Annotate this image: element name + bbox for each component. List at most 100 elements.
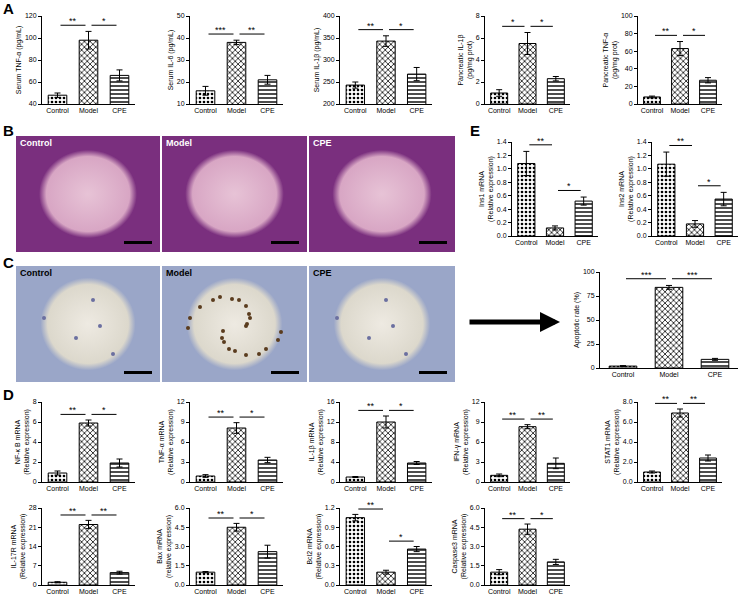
svg-text:80: 80 <box>625 30 633 37</box>
svg-text:Model: Model <box>227 107 247 114</box>
svg-text:CPE: CPE <box>260 107 275 114</box>
svg-text:Control: Control <box>344 107 367 114</box>
svg-text:0.8: 0.8 <box>637 179 647 186</box>
svg-text:40: 40 <box>177 34 185 41</box>
svg-text:Control: Control <box>488 485 511 492</box>
svg-text:1.4: 1.4 <box>497 138 507 145</box>
svg-text:8: 8 <box>33 398 37 405</box>
svg-text:0.3: 0.3 <box>325 562 335 569</box>
svg-text:6: 6 <box>33 418 37 425</box>
svg-text:*: * <box>102 405 106 415</box>
svg-text:8: 8 <box>331 438 335 445</box>
svg-text:**: ** <box>367 401 375 411</box>
svg-text:CPE: CPE <box>549 107 564 114</box>
svg-text:*: * <box>707 177 711 187</box>
svg-text:4.5: 4.5 <box>470 524 480 531</box>
svg-text:Control: Control <box>344 485 367 492</box>
svg-text:CPE: CPE <box>701 485 716 492</box>
svg-text:14: 14 <box>29 543 37 550</box>
svg-text:Model: Model <box>376 485 396 492</box>
svg-text:**: ** <box>367 21 375 31</box>
svg-text:**: ** <box>248 25 256 35</box>
svg-text:CPE: CPE <box>112 485 127 492</box>
svg-text:12: 12 <box>327 418 335 425</box>
svg-text:Control: Control <box>488 107 511 114</box>
svg-text:Control: Control <box>46 485 69 492</box>
svg-text:1.2: 1.2 <box>497 152 507 159</box>
svg-text:**: ** <box>662 394 670 404</box>
svg-text:30: 30 <box>177 56 185 63</box>
svg-text:1.5: 1.5 <box>470 562 480 569</box>
svg-text:**: ** <box>509 510 517 520</box>
svg-text:**: ** <box>537 136 545 146</box>
svg-text:100: 100 <box>25 34 37 41</box>
svg-text:***: *** <box>687 270 698 280</box>
svg-text:60: 60 <box>29 78 37 85</box>
svg-text:STAT1 mRNA(Relative expression: STAT1 mRNA(Relative expression) <box>604 409 621 475</box>
svg-text:NF-κ B mRNA(Relative expressio: NF-κ B mRNA(Relative expression) <box>14 409 31 475</box>
svg-text:80: 80 <box>29 56 37 63</box>
svg-text:50: 50 <box>177 12 185 19</box>
svg-text:0: 0 <box>33 478 37 485</box>
svg-text:0: 0 <box>476 478 480 485</box>
svg-text:Pancreatic IL-1β(pg/mg prot): Pancreatic IL-1β(pg/mg prot) <box>457 34 474 85</box>
svg-text:2: 2 <box>476 78 480 85</box>
svg-text:Serum IL-1β (pg/mL): Serum IL-1β (pg/mL) <box>313 28 321 93</box>
svg-text:6.0: 6.0 <box>470 504 480 511</box>
svg-text:0.4: 0.4 <box>497 206 507 213</box>
svg-text:2: 2 <box>33 458 37 465</box>
svg-text:40: 40 <box>625 65 633 72</box>
svg-text:Model: Model <box>79 588 99 595</box>
svg-text:***: *** <box>215 25 226 35</box>
svg-text:28: 28 <box>29 504 37 511</box>
svg-text:6: 6 <box>476 34 480 41</box>
svg-text:25: 25 <box>587 340 595 347</box>
svg-text:Model: Model <box>670 107 690 114</box>
svg-text:3: 3 <box>181 458 185 465</box>
svg-text:0.6: 0.6 <box>637 192 647 199</box>
svg-text:1.0: 1.0 <box>637 165 647 172</box>
svg-text:CPE: CPE <box>708 371 723 378</box>
svg-text:0: 0 <box>181 478 185 485</box>
svg-text:**: ** <box>69 506 77 516</box>
svg-text:16: 16 <box>327 398 335 405</box>
svg-text:1.2: 1.2 <box>325 504 335 511</box>
svg-text:Control: Control <box>655 239 678 246</box>
svg-text:0.2: 0.2 <box>497 219 507 226</box>
svg-text:IFN-γ mRNA(Relative expression: IFN-γ mRNA(Relative expression) <box>453 409 470 475</box>
svg-text:*: * <box>102 16 106 26</box>
svg-text:CPE: CPE <box>409 588 424 595</box>
svg-text:20: 20 <box>625 83 633 90</box>
svg-text:0.0: 0.0 <box>175 581 185 588</box>
svg-text:6: 6 <box>181 438 185 445</box>
svg-text:Control: Control <box>194 107 217 114</box>
svg-text:40: 40 <box>29 100 37 107</box>
svg-text:**: ** <box>100 506 108 516</box>
svg-text:Model: Model <box>79 107 99 114</box>
svg-text:50: 50 <box>587 316 595 323</box>
svg-text:CPE: CPE <box>260 588 275 595</box>
svg-text:Control: Control <box>641 107 664 114</box>
svg-text:0.2: 0.2 <box>637 219 647 226</box>
svg-text:***: *** <box>641 270 652 280</box>
svg-text:**: ** <box>217 509 225 519</box>
svg-text:Model: Model <box>659 371 679 378</box>
svg-text:12: 12 <box>177 398 185 405</box>
svg-text:Control: Control <box>344 588 367 595</box>
svg-text:Model: Model <box>685 239 705 246</box>
svg-text:*: * <box>250 408 254 418</box>
svg-text:**: ** <box>69 16 77 26</box>
svg-text:0.0: 0.0 <box>497 232 507 239</box>
svg-text:4: 4 <box>476 56 480 63</box>
svg-text:Control: Control <box>641 485 664 492</box>
svg-text:Model: Model <box>79 485 99 492</box>
svg-text:*: * <box>250 509 254 519</box>
svg-text:0.6: 0.6 <box>325 543 335 550</box>
svg-text:**: ** <box>69 405 77 415</box>
svg-text:CPE: CPE <box>549 485 564 492</box>
svg-text:CPE: CPE <box>112 107 127 114</box>
svg-text:Pancreatic TNF-α(pg/mg prot): Pancreatic TNF-α(pg/mg prot) <box>602 33 619 88</box>
svg-text:200: 200 <box>323 100 335 107</box>
svg-text:*: * <box>567 181 571 191</box>
svg-text:Serum TNF-α (pg/mL): Serum TNF-α (pg/mL) <box>15 26 23 94</box>
